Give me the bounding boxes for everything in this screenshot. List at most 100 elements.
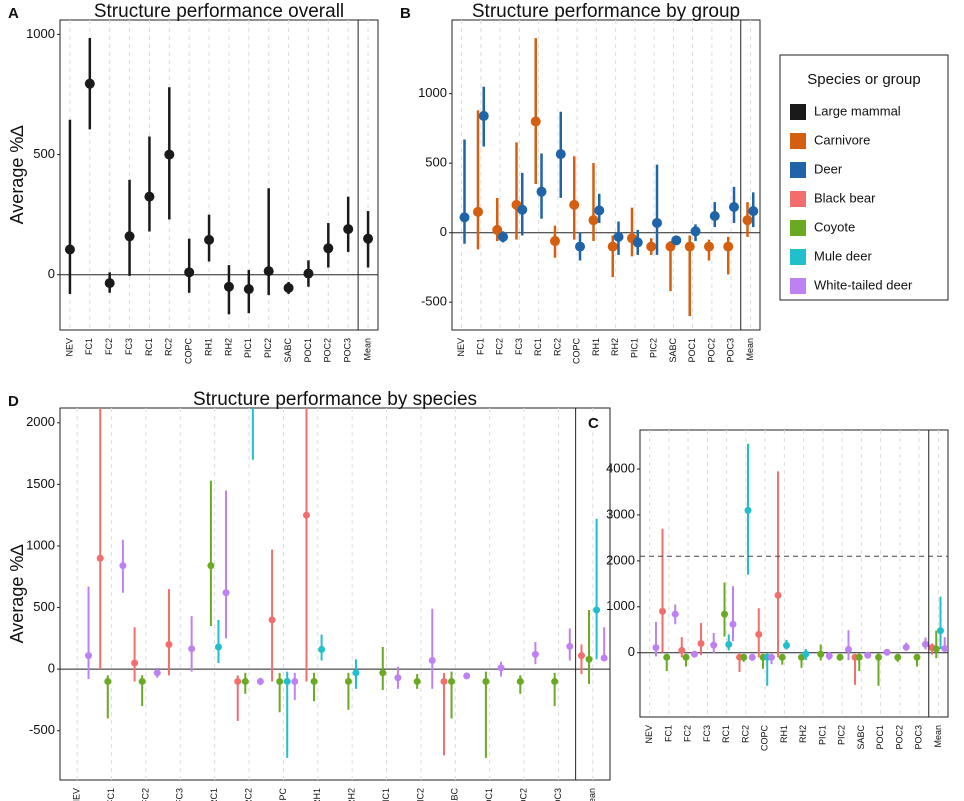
point xyxy=(671,610,679,618)
point xyxy=(204,234,215,245)
point xyxy=(778,653,786,661)
point xyxy=(742,215,753,226)
point xyxy=(585,655,593,663)
x-tick-label: COPC xyxy=(278,788,288,801)
point xyxy=(302,511,310,519)
point xyxy=(755,630,763,638)
y-tick-label: 1000 xyxy=(26,26,55,41)
point xyxy=(729,620,737,628)
x-tick-label: RH2 xyxy=(610,338,620,356)
plot-area xyxy=(640,430,948,717)
legend-label: Coyote xyxy=(814,219,855,234)
y-tick-label: 500 xyxy=(33,146,55,161)
point xyxy=(607,241,618,252)
x-tick-label: NEV xyxy=(644,725,654,744)
plot-frame xyxy=(451,19,761,331)
point xyxy=(394,674,402,682)
x-tick-label: POC2 xyxy=(894,725,904,750)
x-tick-label: Mean xyxy=(933,725,943,748)
point xyxy=(710,641,718,649)
point xyxy=(214,643,222,651)
point xyxy=(709,211,720,222)
x-tick-label: FC3 xyxy=(514,338,524,355)
point xyxy=(153,669,161,677)
point xyxy=(932,645,940,653)
panel-label: C xyxy=(588,415,599,432)
x-tick-label: RH2 xyxy=(798,725,808,743)
plot-area xyxy=(452,20,760,330)
point xyxy=(875,653,883,661)
point xyxy=(652,644,660,652)
point xyxy=(188,645,196,653)
y-tick-label: 3000 xyxy=(606,506,635,521)
x-tick-label: RC1 xyxy=(721,725,731,743)
point xyxy=(725,640,733,648)
plot-frame xyxy=(639,429,949,718)
legend-swatch xyxy=(790,162,806,178)
point xyxy=(310,677,318,685)
x-tick-label: NEV xyxy=(72,788,82,801)
y-tick-label: 1000 xyxy=(26,537,55,552)
legend-box xyxy=(779,54,949,301)
panel-title: Structure performance by species xyxy=(193,389,477,410)
point xyxy=(678,646,686,654)
legend-swatch xyxy=(790,133,806,149)
x-tick-label: RH1 xyxy=(203,338,213,356)
point xyxy=(594,205,605,216)
x-tick-label: RC1 xyxy=(533,338,543,356)
point xyxy=(498,231,509,242)
x-tick-label: Mean xyxy=(745,338,755,361)
point xyxy=(531,650,539,658)
point xyxy=(96,554,104,562)
x-tick-label: FC3 xyxy=(175,788,185,801)
plot-frame xyxy=(59,19,379,331)
point xyxy=(119,562,127,570)
panel-title: Structure performance by group xyxy=(472,1,740,22)
point xyxy=(124,231,135,242)
point xyxy=(482,677,490,685)
point xyxy=(663,653,671,661)
point xyxy=(104,677,112,685)
legend-label: Large mammal xyxy=(814,103,901,118)
point xyxy=(921,640,929,648)
x-tick-label: PIC2 xyxy=(649,338,659,358)
y-tick-label: 1500 xyxy=(26,476,55,491)
legend-title: Species or group xyxy=(807,71,920,88)
point xyxy=(276,677,284,685)
point xyxy=(748,653,756,661)
legend-swatch xyxy=(790,278,806,294)
point xyxy=(243,284,254,295)
x-tick-label: SABC xyxy=(856,725,866,750)
x-tick-label: COPC xyxy=(572,338,582,365)
point xyxy=(343,224,354,235)
y-tick-label: 0 xyxy=(628,644,635,659)
point xyxy=(517,204,528,215)
point xyxy=(941,645,948,653)
y-tick-label: -500 xyxy=(421,294,447,309)
point xyxy=(223,281,234,292)
point xyxy=(593,606,601,614)
point xyxy=(697,640,705,648)
x-tick-label: SABC xyxy=(450,788,460,801)
x-tick-label: POC1 xyxy=(875,725,885,750)
point xyxy=(569,199,580,210)
point xyxy=(84,78,95,89)
point xyxy=(363,233,374,244)
x-tick-label: NEV xyxy=(64,338,74,357)
point xyxy=(774,591,782,599)
legend-label: White-tailed deer xyxy=(814,277,913,292)
x-tick-label: POC1 xyxy=(303,338,313,363)
point xyxy=(165,641,173,649)
point xyxy=(632,237,643,248)
point xyxy=(721,610,729,618)
x-tick-label: POC2 xyxy=(323,338,333,363)
point xyxy=(659,607,667,615)
point xyxy=(748,206,759,217)
panel-label: D xyxy=(8,393,19,410)
point xyxy=(241,677,249,685)
point xyxy=(459,212,470,223)
y-axis-label: Average %∆ xyxy=(7,126,27,225)
point xyxy=(588,215,599,226)
x-tick-label: PIC1 xyxy=(381,788,391,801)
